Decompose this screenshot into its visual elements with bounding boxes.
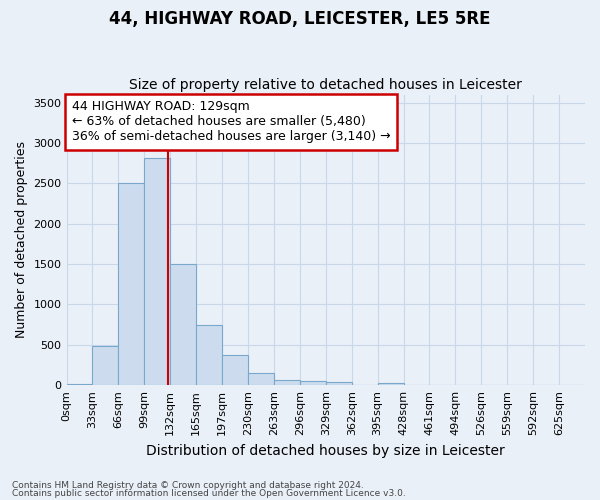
- Text: 44 HIGHWAY ROAD: 129sqm
← 63% of detached houses are smaller (5,480)
36% of semi: 44 HIGHWAY ROAD: 129sqm ← 63% of detache…: [72, 100, 391, 144]
- Text: Contains public sector information licensed under the Open Government Licence v3: Contains public sector information licen…: [12, 489, 406, 498]
- Bar: [377, 383, 404, 385]
- Bar: [67, 384, 92, 385]
- Bar: [248, 372, 274, 385]
- X-axis label: Distribution of detached houses by size in Leicester: Distribution of detached houses by size …: [146, 444, 505, 458]
- Bar: [92, 346, 118, 385]
- Bar: [170, 264, 196, 385]
- Bar: [222, 354, 248, 385]
- Bar: [145, 158, 170, 385]
- Bar: [118, 184, 145, 385]
- Y-axis label: Number of detached properties: Number of detached properties: [15, 142, 28, 338]
- Bar: [274, 380, 300, 385]
- Bar: [300, 381, 326, 385]
- Text: Contains HM Land Registry data © Crown copyright and database right 2024.: Contains HM Land Registry data © Crown c…: [12, 480, 364, 490]
- Text: 44, HIGHWAY ROAD, LEICESTER, LE5 5RE: 44, HIGHWAY ROAD, LEICESTER, LE5 5RE: [109, 10, 491, 28]
- Bar: [326, 382, 352, 385]
- Bar: [196, 324, 222, 385]
- Title: Size of property relative to detached houses in Leicester: Size of property relative to detached ho…: [130, 78, 522, 92]
